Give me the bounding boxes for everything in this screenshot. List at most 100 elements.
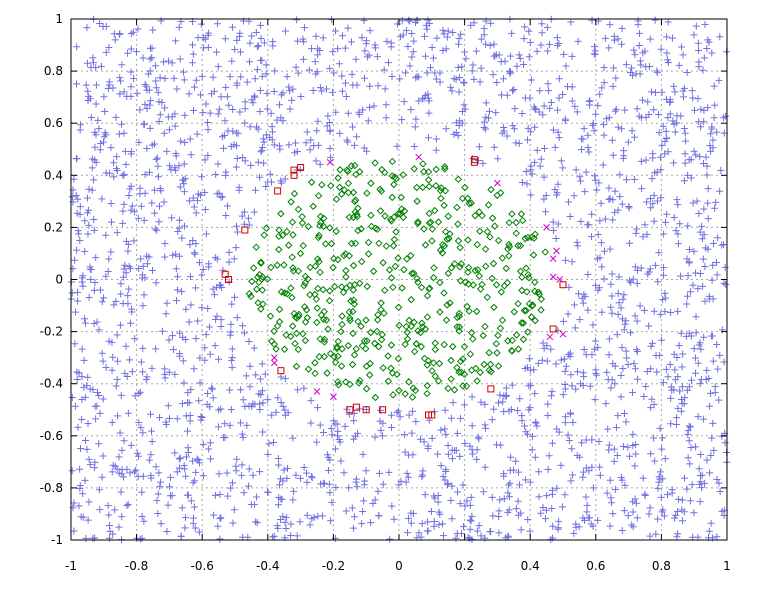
plus-point: [663, 95, 671, 103]
plus-point: [132, 48, 140, 56]
plus-point: [562, 256, 570, 264]
plus-point: [270, 532, 278, 540]
plus-point: [84, 87, 92, 95]
plus-point: [137, 255, 145, 263]
plus-point: [100, 294, 108, 302]
plus-point: [133, 89, 141, 97]
plus-point: [158, 327, 166, 335]
plus-point: [140, 517, 148, 525]
plus-point: [95, 486, 103, 494]
plus-point: [473, 446, 481, 454]
plus-point: [277, 177, 285, 185]
plus-point: [172, 250, 180, 258]
plus-point: [153, 154, 161, 162]
cross-point: [494, 179, 501, 187]
plus-point: [707, 389, 715, 397]
plus-point: [421, 32, 429, 40]
plus-point: [161, 374, 169, 382]
plus-point: [526, 94, 534, 102]
plus-point: [661, 308, 669, 316]
plus-point: [386, 535, 394, 543]
plus-point: [182, 453, 190, 461]
diamond-point: [430, 206, 439, 215]
plus-point: [594, 516, 602, 524]
cross-point: [543, 224, 550, 231]
diamond-point: [407, 322, 416, 330]
plus-point: [202, 100, 210, 108]
plus-point: [646, 532, 654, 540]
plus-point: [664, 148, 672, 156]
diamond-point: [414, 218, 422, 226]
plus-point: [213, 48, 221, 56]
plus-point: [425, 109, 433, 117]
plus-point: [521, 23, 529, 31]
plus-point: [553, 191, 561, 199]
plus-point: [559, 391, 567, 399]
plus-point: [258, 360, 266, 368]
diamond-point: [494, 362, 503, 370]
plus-point: [461, 502, 469, 510]
plus-point: [92, 100, 100, 108]
plus-point: [720, 241, 728, 249]
diamond-point: [414, 219, 422, 228]
plus-point: [634, 21, 642, 29]
plus-point: [424, 442, 432, 450]
diamond-point: [290, 189, 299, 198]
plus-point: [632, 450, 640, 458]
plus-point: [367, 519, 375, 527]
plus-point: [554, 42, 562, 50]
plus-point: [275, 461, 283, 469]
plus-point: [96, 20, 104, 28]
plus-point: [507, 405, 515, 413]
diamond-point: [379, 364, 387, 372]
plus-point: [412, 418, 420, 426]
plus-point: [79, 272, 87, 280]
plus-point: [633, 514, 641, 522]
plus-point: [622, 61, 630, 69]
plus-point: [147, 451, 155, 459]
plus-point: [176, 252, 184, 260]
plus-point: [538, 20, 546, 28]
plus-point: [258, 143, 266, 151]
plus-point: [670, 82, 678, 90]
plus-point: [661, 289, 669, 297]
plus-point: [634, 266, 642, 274]
diamond-point: [363, 337, 371, 345]
plus-point: [467, 517, 475, 525]
plus-point: [78, 415, 86, 423]
plus-point: [241, 98, 249, 106]
plus-point: [264, 178, 272, 186]
plus-point: [173, 297, 181, 305]
plus-point: [169, 332, 177, 340]
plus-point: [632, 440, 640, 448]
plus-point: [350, 409, 358, 417]
diamond-point: [376, 207, 385, 215]
diamond-point: [374, 342, 383, 351]
diamond-point: [435, 359, 444, 368]
plus-point: [245, 338, 253, 346]
plus-point: [239, 433, 247, 441]
plus-point: [122, 269, 130, 277]
diamond-point: [486, 360, 495, 369]
plus-point: [648, 395, 656, 403]
plus-point: [166, 492, 174, 500]
plus-point: [95, 392, 103, 400]
diamond-point: [315, 352, 323, 361]
plus-point: [544, 412, 552, 420]
plus-point: [233, 314, 241, 322]
diamond-point: [362, 316, 370, 324]
plus-point: [172, 150, 180, 158]
plus-point: [697, 123, 705, 131]
plus-point: [620, 147, 628, 155]
plus-point: [576, 173, 584, 181]
plus-point: [105, 44, 113, 52]
diamond-point: [467, 366, 476, 374]
plus-point: [690, 509, 698, 517]
plus-point: [110, 159, 118, 167]
plus-point: [102, 231, 110, 239]
plus-point: [166, 162, 174, 170]
diamond-point: [313, 255, 322, 263]
plus-point: [710, 114, 718, 122]
plus-point: [262, 183, 270, 191]
plus-point: [232, 163, 240, 171]
